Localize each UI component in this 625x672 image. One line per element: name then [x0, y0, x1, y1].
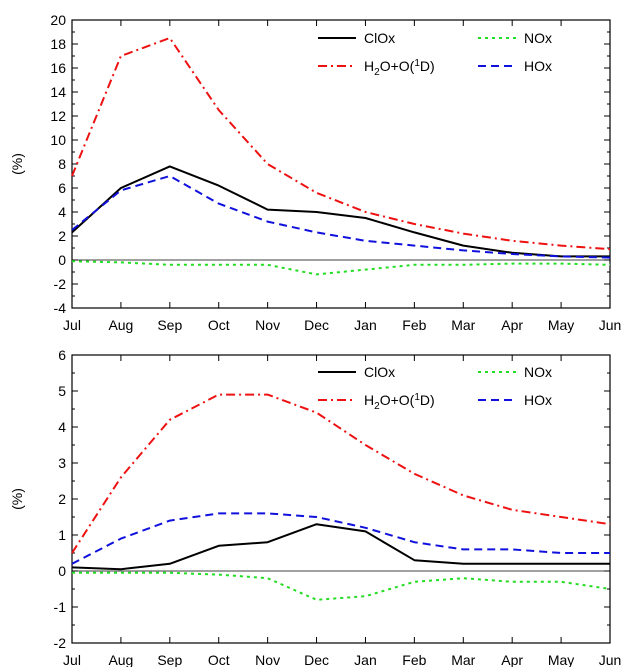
- x-tick-label: Jan: [354, 652, 377, 667]
- legend-label: HOx: [524, 392, 552, 408]
- y-tick-label: 5: [58, 383, 66, 399]
- x-tick-label: Sep: [157, 317, 182, 333]
- y-tick-label: 6: [58, 180, 66, 196]
- x-tick-label: Nov: [255, 652, 280, 667]
- series-line-nox: [71, 260, 611, 276]
- legend-label: ClOx: [364, 364, 395, 380]
- y-tick-label: 4: [58, 204, 66, 220]
- x-tick-label: May: [548, 652, 574, 667]
- x-tick-label: Jan: [354, 317, 377, 333]
- x-tick-label: May: [548, 317, 574, 333]
- legend-label: ClOx: [364, 30, 395, 46]
- x-tick-label: Feb: [402, 317, 426, 333]
- x-tick-label: Jun: [599, 317, 622, 333]
- y-tick-label: -2: [54, 276, 67, 292]
- y-tick-label: 0: [58, 252, 66, 268]
- x-tick-label: Jun: [599, 652, 622, 667]
- x-tick-label: Aug: [108, 652, 133, 667]
- y-tick-label: 2: [58, 491, 66, 507]
- y-tick-label: 1: [58, 527, 66, 543]
- series-line-clox: [71, 165, 610, 258]
- legend-label: NOx: [524, 364, 552, 380]
- x-tick-label: Aug: [108, 317, 133, 333]
- y-tick-label: 10: [50, 132, 66, 148]
- y-tick-label: -4: [54, 300, 67, 316]
- y-axis-label: (%): [9, 488, 25, 510]
- y-tick-label: 20: [50, 12, 66, 28]
- x-tick-label: Oct: [208, 317, 230, 333]
- y-tick-label: -2: [54, 635, 67, 651]
- x-tick-label: Apr: [501, 652, 523, 667]
- x-tick-label: Feb: [402, 652, 426, 667]
- y-tick-label: 8: [58, 156, 66, 172]
- y-tick-label: 18: [50, 36, 66, 52]
- y-axis-label: (%): [9, 153, 25, 175]
- x-tick-label: Jul: [63, 317, 81, 333]
- series-line-h2o-o-1d-: [71, 393, 611, 554]
- y-tick-label: 4: [58, 419, 66, 435]
- x-tick-label: Sep: [157, 652, 182, 667]
- series-line-h2o-o-1d-: [71, 37, 611, 251]
- series-line-clox: [71, 523, 610, 571]
- x-tick-label: Dec: [304, 317, 329, 333]
- x-tick-label: Nov: [255, 317, 280, 333]
- legend-label: H2O+O(1D): [364, 392, 435, 412]
- series-line-hox: [71, 175, 611, 259]
- legend-label: HOx: [524, 58, 552, 74]
- legend-label: NOx: [524, 30, 552, 46]
- y-tick-label: 12: [50, 108, 66, 124]
- y-tick-label: -1: [54, 599, 67, 615]
- series-line-hox: [71, 512, 610, 565]
- legend-label: H2O+O(1D): [364, 58, 435, 78]
- y-tick-label: 3: [58, 455, 66, 471]
- series-line-nox: [72, 571, 611, 601]
- x-tick-label: Oct: [208, 652, 230, 667]
- y-tick-label: 16: [50, 60, 66, 76]
- x-tick-label: Dec: [304, 652, 329, 667]
- x-tick-label: Mar: [451, 652, 475, 667]
- y-tick-label: 2: [58, 228, 66, 244]
- x-tick-label: Jul: [63, 652, 81, 667]
- y-tick-label: 0: [58, 563, 66, 579]
- x-tick-label: Mar: [451, 317, 475, 333]
- y-tick-label: 6: [58, 347, 66, 363]
- y-tick-label: 14: [50, 84, 66, 100]
- x-tick-label: Apr: [501, 317, 523, 333]
